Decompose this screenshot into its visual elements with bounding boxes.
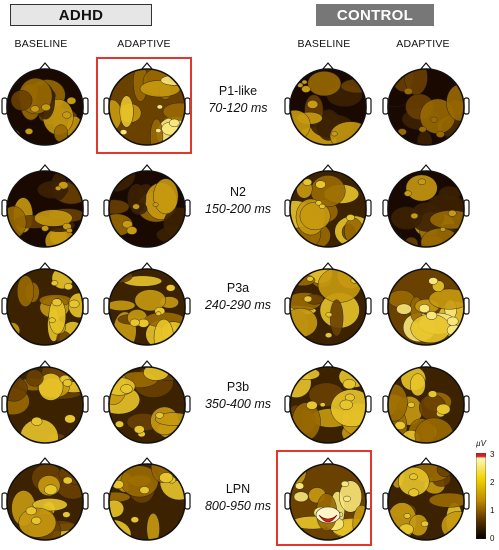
row-name: N2 bbox=[230, 185, 246, 199]
highlight-box-adhd-adaptive-p1 bbox=[96, 57, 192, 154]
row-time: 350-400 ms bbox=[204, 397, 271, 411]
row-time: 150-200 ms bbox=[204, 202, 271, 216]
topomap-adhd-baseline-p3a bbox=[1, 262, 89, 346]
topomap-adhd-baseline-p1 bbox=[1, 62, 89, 146]
row-name: P3b bbox=[226, 380, 250, 394]
col-label-adhd-adaptive: ADAPTIVE bbox=[117, 38, 171, 50]
topomap-control-baseline-n2 bbox=[284, 164, 372, 248]
colorbar-tick-2: 2 bbox=[490, 478, 495, 487]
topomap-control-adaptive-n2 bbox=[382, 164, 470, 248]
colorbar-unit: µV bbox=[476, 439, 486, 448]
colorbar bbox=[476, 453, 486, 539]
header-adhd: ADHD bbox=[10, 4, 152, 26]
header-control: CONTROL bbox=[316, 4, 434, 26]
topomap-adhd-baseline-lpn bbox=[1, 457, 89, 541]
colorbar-tick-1: 1 bbox=[490, 506, 495, 515]
row-time: 70-120 ms bbox=[208, 101, 268, 115]
row-time: 240-290 ms bbox=[204, 298, 271, 312]
topomap-adhd-adaptive-lpn bbox=[103, 457, 191, 541]
row-label-n2: N2 150-200 ms bbox=[196, 184, 280, 218]
topomap-adhd-adaptive-n2 bbox=[103, 164, 191, 248]
topomap-adhd-adaptive-p3a bbox=[103, 262, 191, 346]
highlight-box-control-baseline-lpn bbox=[276, 450, 372, 546]
topomap-adhd-adaptive-p1 bbox=[103, 62, 191, 146]
col-label-control-baseline: BASELINE bbox=[297, 38, 351, 50]
topomap-control-adaptive-p3a bbox=[382, 262, 470, 346]
topomap-control-adaptive-lpn bbox=[382, 457, 470, 541]
row-name: LPN bbox=[225, 482, 251, 496]
topomap-adhd-baseline-n2 bbox=[1, 164, 89, 248]
row-label-p1: P1-like 70-120 ms bbox=[196, 83, 280, 117]
colorbar-tick-3: 3 bbox=[490, 450, 495, 459]
row-label-p3b: P3b 350-400 ms bbox=[196, 379, 280, 413]
row-label-lpn: LPN 800-950 ms bbox=[196, 481, 280, 515]
topomap-control-baseline-p3b bbox=[284, 360, 372, 444]
col-label-adhd-baseline: BASELINE bbox=[14, 38, 68, 50]
topomap-control-adaptive-p3b bbox=[382, 360, 470, 444]
row-label-p3a: P3a 240-290 ms bbox=[196, 280, 280, 314]
row-time: 800-950 ms bbox=[204, 499, 271, 513]
topomap-adhd-adaptive-p3b bbox=[103, 360, 191, 444]
topomap-adhd-baseline-p3b bbox=[1, 360, 89, 444]
topomap-control-adaptive-p1 bbox=[382, 62, 470, 146]
topomap-control-baseline-p1 bbox=[284, 62, 372, 146]
topomap-control-baseline-lpn bbox=[284, 457, 372, 541]
colorbar-tick-0: 0 bbox=[490, 534, 495, 543]
col-label-control-adaptive: ADAPTIVE bbox=[396, 38, 450, 50]
topomap-control-baseline-p3a bbox=[284, 262, 372, 346]
row-name: P3a bbox=[226, 281, 250, 295]
row-name: P1-like bbox=[218, 84, 258, 98]
